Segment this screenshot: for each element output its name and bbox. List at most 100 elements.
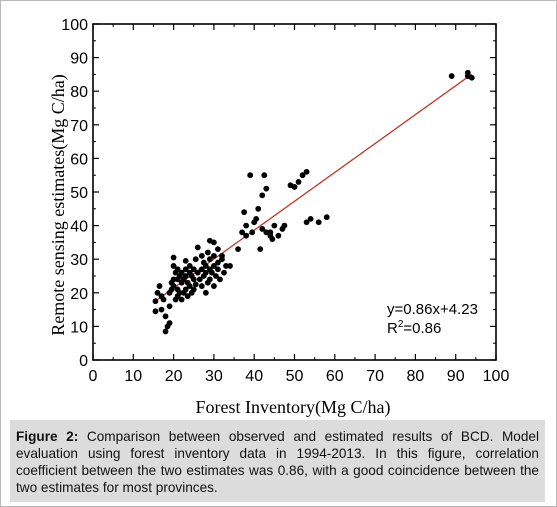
y-tick-label: 100 bbox=[61, 17, 88, 34]
data-point bbox=[253, 215, 260, 222]
data-point bbox=[211, 263, 217, 269]
data-point bbox=[176, 289, 183, 296]
data-point bbox=[198, 266, 205, 273]
data-point bbox=[154, 289, 161, 296]
data-point bbox=[271, 222, 278, 229]
y-tick-label: 20 bbox=[70, 286, 88, 303]
data-point bbox=[198, 283, 205, 289]
data-point bbox=[259, 226, 266, 232]
data-point bbox=[247, 172, 254, 179]
x-tick-label: 30 bbox=[205, 368, 223, 385]
data-point bbox=[307, 215, 314, 222]
data-point bbox=[162, 328, 169, 335]
data-point bbox=[255, 205, 262, 212]
data-point bbox=[213, 273, 219, 279]
data-point bbox=[263, 229, 270, 236]
y-tick-label: 60 bbox=[70, 151, 88, 168]
data-point bbox=[156, 283, 163, 289]
data-point bbox=[182, 257, 189, 264]
data-point bbox=[219, 252, 225, 259]
data-point bbox=[208, 269, 215, 276]
data-point bbox=[192, 281, 199, 288]
scatter-chart: 0 10 20 30 40 50 60 70 80 90 100 0 10 20 30 40 50 60 70 80 9… bbox=[48, 17, 510, 418]
y-tick-label: 0 bbox=[79, 353, 88, 370]
data-point bbox=[206, 276, 213, 283]
data-point bbox=[186, 283, 193, 289]
data-point bbox=[202, 289, 209, 296]
data-point bbox=[259, 192, 266, 199]
data-point bbox=[323, 214, 330, 221]
y-tick-label: 30 bbox=[70, 252, 88, 269]
data-point bbox=[291, 184, 298, 190]
data-point bbox=[170, 276, 177, 283]
data-point bbox=[158, 306, 165, 313]
data-point bbox=[166, 303, 173, 310]
regression-line bbox=[155, 73, 473, 302]
data-point bbox=[170, 263, 177, 269]
x-tick-label: 0 bbox=[89, 368, 98, 385]
data-point bbox=[178, 269, 185, 276]
data-point bbox=[243, 232, 250, 239]
data-point bbox=[281, 222, 288, 229]
data-point bbox=[257, 246, 264, 253]
data-point bbox=[303, 219, 310, 226]
y-tick-label: 40 bbox=[70, 219, 88, 236]
data-point bbox=[170, 283, 177, 289]
y-tick-label: 70 bbox=[70, 118, 88, 135]
data-point bbox=[227, 263, 233, 269]
data-point bbox=[215, 246, 221, 253]
data-point bbox=[190, 276, 197, 283]
data-point bbox=[295, 179, 302, 185]
data-point bbox=[192, 256, 199, 263]
data-point bbox=[223, 263, 229, 269]
data-point bbox=[196, 276, 203, 283]
data-point bbox=[267, 229, 274, 236]
x-tick-label: 90 bbox=[447, 368, 465, 385]
data-point bbox=[249, 229, 256, 236]
y-tick-label: 50 bbox=[70, 185, 88, 202]
data-point bbox=[211, 239, 217, 246]
data-point bbox=[315, 219, 322, 226]
y-tick-label: 80 bbox=[70, 84, 88, 101]
data-point bbox=[184, 293, 191, 300]
data-point bbox=[198, 252, 205, 259]
r-squared-value: =0.86 bbox=[403, 320, 441, 337]
data-point bbox=[190, 286, 197, 293]
data-point bbox=[239, 229, 246, 236]
data-point bbox=[269, 236, 276, 242]
r-squared-prefix: R bbox=[387, 320, 398, 337]
data-point bbox=[215, 266, 221, 273]
data-point bbox=[261, 172, 268, 179]
data-point bbox=[217, 276, 223, 283]
data-point bbox=[202, 263, 209, 269]
r-squared-superscript: 2 bbox=[398, 319, 404, 330]
x-tick-label: 20 bbox=[165, 368, 183, 385]
data-point bbox=[211, 252, 217, 259]
x-tick-label: 40 bbox=[245, 368, 263, 385]
data-point bbox=[275, 232, 282, 239]
data-point bbox=[160, 296, 167, 303]
regression-equation: y=0.86x+4.23 bbox=[387, 301, 478, 318]
x-axis-title: Forest Inventory(Mg C/ha) bbox=[196, 397, 391, 418]
figure-caption: Figure 2: Comparison between observed an… bbox=[10, 420, 545, 502]
data-point bbox=[182, 286, 189, 293]
data-point bbox=[235, 246, 241, 253]
data-point bbox=[182, 273, 189, 279]
data-point bbox=[243, 222, 250, 229]
data-point bbox=[194, 244, 201, 251]
caption-label: Figure 2: bbox=[16, 429, 79, 444]
data-point bbox=[241, 209, 248, 216]
data-point bbox=[190, 266, 197, 273]
data-point bbox=[178, 296, 185, 303]
data-point bbox=[174, 266, 181, 273]
data-point bbox=[166, 320, 173, 326]
data-point bbox=[162, 313, 169, 320]
data-point bbox=[299, 172, 306, 179]
r-squared-label: R2=0.86 bbox=[387, 319, 441, 337]
caption-text: Comparison between observed and estimate… bbox=[16, 429, 540, 495]
data-point bbox=[152, 298, 159, 305]
data-point bbox=[468, 74, 475, 81]
data-point bbox=[170, 254, 177, 261]
x-tick-label: 100 bbox=[483, 368, 510, 385]
data-point bbox=[202, 269, 209, 276]
